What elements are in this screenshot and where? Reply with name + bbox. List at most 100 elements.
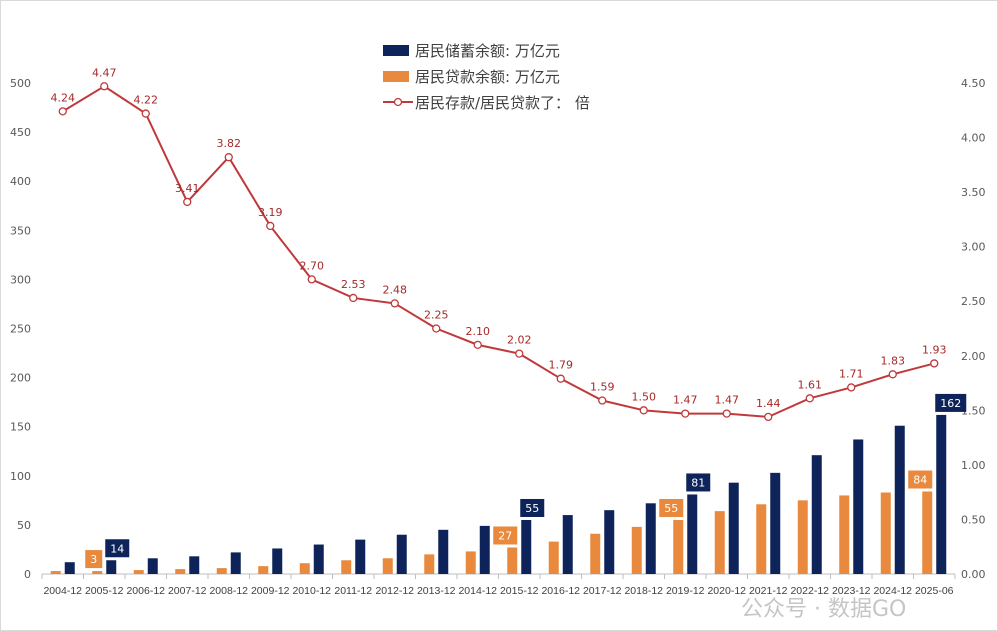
ratio-data-label: 2.25 — [424, 309, 449, 322]
ratio-point — [639, 406, 648, 415]
legend-item-loans: 居民贷款余额: 万亿元 — [383, 63, 590, 89]
ratio-data-label: 2.48 — [383, 283, 408, 296]
x-tick-label: 2023-12 — [832, 585, 871, 597]
ratio-point — [598, 396, 607, 405]
deposit-data-label-box — [935, 393, 967, 412]
ratio-data-label: 1.71 — [839, 367, 864, 380]
x-tick-label: 2011-12 — [334, 585, 372, 597]
y-left-tick-label: 200 — [10, 372, 31, 385]
loan-bar — [673, 519, 684, 574]
ratio-point — [307, 275, 316, 284]
y-right-tick-label: 3.50 — [961, 186, 986, 199]
deposit-bar — [604, 510, 615, 574]
y-right-tick-label: 0.00 — [961, 568, 986, 581]
loan-bar — [590, 533, 601, 574]
y-right-tick-label: 2.00 — [961, 350, 986, 363]
ratio-data-label: 2.70 — [300, 259, 325, 272]
ratio-data-label: 1.93 — [922, 343, 947, 356]
deposit-bar — [272, 548, 283, 574]
ratio-point — [432, 324, 441, 333]
ratio-data-label: 3.19 — [258, 206, 283, 219]
ratio-line — [62, 85, 935, 418]
ratio-data-label: 1.47 — [715, 394, 740, 407]
ratio-data-label: 1.83 — [881, 354, 906, 367]
x-tick-label: 2016-12 — [541, 585, 580, 597]
loan-data-label-box — [85, 550, 103, 569]
x-tick-label: 2007-12 — [168, 585, 207, 597]
loan-bar — [880, 492, 891, 574]
legend-line-marker-icon — [383, 97, 413, 107]
deposit-bar — [313, 544, 324, 574]
y-left-tick-label: 100 — [10, 470, 31, 483]
y-right-tick-label: 4.50 — [961, 77, 986, 90]
ratio-data-label: 4.22 — [134, 94, 159, 107]
deposit-bar — [728, 482, 739, 574]
y-left-tick-label: 150 — [10, 421, 31, 434]
deposit-data-label: 162 — [940, 397, 961, 410]
ratio-point — [224, 153, 233, 162]
ratio-point — [141, 109, 150, 118]
y-left-tick-label: 500 — [10, 77, 31, 90]
legend-label: 居民存款/居民贷款了： 倍 — [415, 93, 590, 112]
y-right-tick-label: 4.00 — [961, 132, 986, 145]
x-tick-label: 2018-12 — [624, 585, 663, 597]
ratio-data-label: 1.50 — [632, 390, 657, 403]
x-tick-label: 2006-12 — [126, 585, 165, 597]
ratio-point — [847, 383, 856, 392]
y-left-tick-label: 350 — [10, 224, 31, 237]
ratio-point — [888, 370, 897, 379]
ratio-data-label: 2.53 — [341, 278, 366, 291]
y-right-tick-label: 3.00 — [961, 241, 986, 254]
loan-bar — [548, 541, 559, 574]
deposit-bar — [64, 562, 75, 574]
deposit-bar — [645, 503, 656, 574]
deposit-bar — [396, 534, 407, 574]
x-tick-label: 2008-12 — [209, 585, 248, 597]
x-tick-label: 2010-12 — [292, 585, 331, 597]
ratio-data-label: 3.41 — [175, 182, 200, 195]
loan-bar — [797, 500, 808, 574]
deposit-bar — [189, 556, 200, 574]
deposit-bar — [687, 494, 698, 574]
ratio-data-label: 1.47 — [673, 394, 698, 407]
loan-bar — [465, 551, 476, 574]
deposit-bar — [230, 552, 241, 574]
y-left-tick-label: 400 — [10, 175, 31, 188]
x-tick-label: 2012-12 — [375, 585, 414, 597]
deposit-bar — [106, 560, 117, 574]
loan-bar — [424, 554, 435, 574]
legend-label: 居民贷款余额: 万亿元 — [415, 67, 560, 86]
x-tick-label: 2025-06 — [915, 585, 954, 597]
loan-data-label: 55 — [664, 502, 678, 515]
ratio-data-label: 1.79 — [549, 359, 574, 372]
loan-data-label-box — [493, 526, 518, 545]
loan-data-label: 84 — [913, 474, 927, 487]
deposit-bar — [853, 439, 864, 574]
x-tick-label: 2009-12 — [251, 585, 290, 597]
watermark: 公众号 · 数据GO — [741, 597, 907, 622]
ratio-point — [930, 359, 939, 368]
deposit-data-label-box — [105, 539, 130, 558]
deposit-data-label-box — [520, 498, 545, 517]
deposit-bar — [147, 558, 158, 574]
x-tick-label: 2004-12 — [43, 585, 82, 597]
deposit-data-label: 81 — [691, 476, 705, 489]
legend-label: 居民储蓄余额: 万亿元 — [415, 41, 560, 60]
y-left-tick-label: 250 — [10, 323, 31, 336]
x-tick-label: 2020-12 — [707, 585, 746, 597]
loan-bar — [839, 495, 850, 574]
ratio-data-label: 4.47 — [92, 66, 117, 79]
ratio-data-label: 1.44 — [756, 397, 781, 410]
loan-data-label: 3 — [90, 553, 97, 566]
loan-bar — [631, 526, 642, 574]
loan-data-label-box — [659, 498, 684, 517]
x-tick-label: 2014-12 — [458, 585, 497, 597]
ratio-point — [515, 349, 524, 358]
x-tick-label: 2015-12 — [500, 585, 539, 597]
y-right-tick-label: 0.50 — [961, 513, 986, 526]
legend-swatch-navy — [383, 44, 409, 56]
ratio-data-label: 2.10 — [466, 325, 491, 338]
deposit-bar — [479, 525, 490, 574]
